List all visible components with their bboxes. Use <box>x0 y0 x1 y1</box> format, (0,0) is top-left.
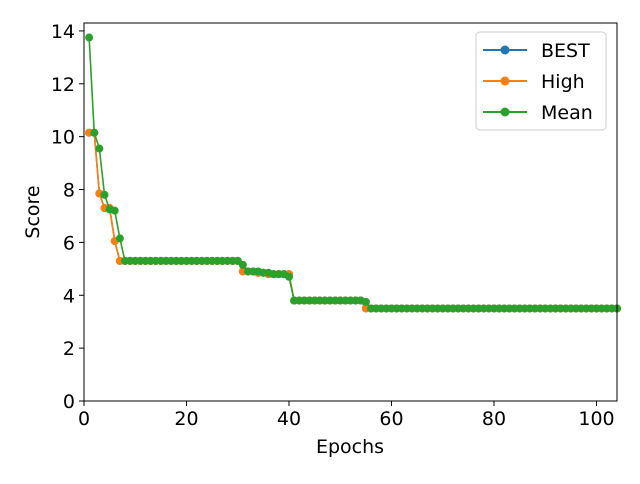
y-tick-label: 4 <box>63 285 75 307</box>
x-tick-label: 100 <box>578 408 614 430</box>
legend-box <box>475 31 607 131</box>
series-layer <box>85 33 621 313</box>
series-line <box>89 131 617 310</box>
series-line <box>89 131 617 310</box>
x-axis-label: Epochs <box>316 436 384 458</box>
x-tick-label: 0 <box>78 408 90 430</box>
legend-item: High <box>483 71 585 93</box>
legend-label: High <box>541 71 585 93</box>
series-best <box>85 128 621 313</box>
y-tick-label: 10 <box>51 127 75 149</box>
data-point <box>100 190 109 199</box>
series-mean <box>85 33 621 313</box>
x-tick-label: 40 <box>277 408 301 430</box>
x-tick-label: 20 <box>174 408 198 430</box>
legend: BEST High Mean <box>475 31 607 131</box>
data-point <box>115 234 124 243</box>
legend-marker <box>500 45 510 55</box>
series-high <box>85 128 621 313</box>
data-point <box>238 260 247 269</box>
data-point <box>110 206 119 215</box>
y-tick-label: 0 <box>63 391 75 413</box>
y-tick-label: 12 <box>51 74 75 96</box>
data-point <box>285 272 293 281</box>
plot-frame <box>83 22 618 402</box>
legend-marker <box>500 107 510 117</box>
y-tick-label: 6 <box>63 232 75 254</box>
legend-label: Mean <box>541 102 593 124</box>
y-tick-label: 8 <box>63 180 75 202</box>
data-point <box>85 33 94 42</box>
legend-item: Mean <box>483 102 593 124</box>
legend-marker <box>500 76 510 86</box>
axis-ticks: 0 20 40 60 80 100 0 2 4 6 8 10 12 14 <box>51 21 615 430</box>
x-tick-label: 80 <box>482 408 506 430</box>
data-point <box>90 128 99 137</box>
legend-item: BEST <box>483 40 590 62</box>
x-tick-label: 60 <box>379 408 403 430</box>
legend-label: BEST <box>541 40 590 62</box>
y-tick-label: 14 <box>51 21 75 43</box>
data-point <box>361 297 370 306</box>
y-axis-label: Score <box>22 185 44 238</box>
y-tick-label: 2 <box>63 338 75 360</box>
data-point <box>95 144 104 153</box>
